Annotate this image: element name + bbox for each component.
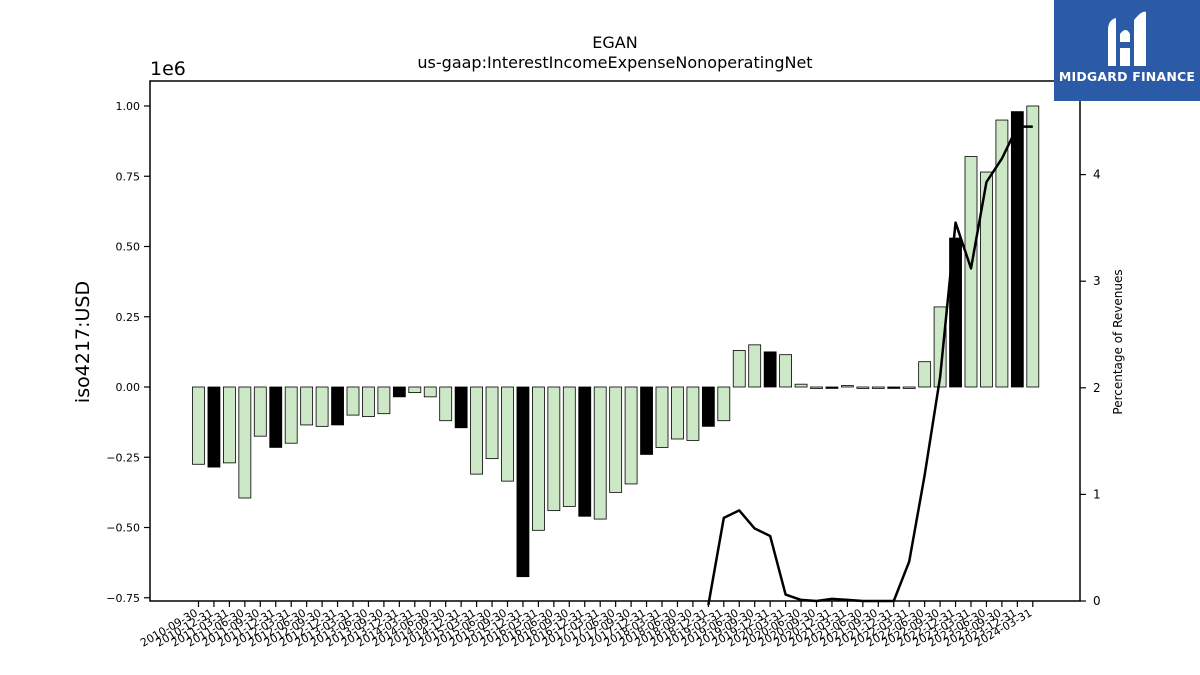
bar [825, 386, 839, 389]
bar [532, 386, 545, 531]
bar [887, 386, 901, 389]
bar [701, 386, 715, 427]
y2-axis-label: Percentage of Revenues [1111, 269, 1125, 414]
bar [377, 386, 391, 415]
bar [392, 386, 406, 398]
y2-tick-label: 1 [1093, 487, 1101, 501]
bar [671, 386, 684, 440]
bar [918, 361, 932, 388]
bar [222, 386, 236, 464]
bar [192, 386, 205, 465]
y2-tick-label: 2 [1093, 381, 1101, 395]
y-axis-multiplier: 1e6 [150, 58, 186, 80]
bar [624, 386, 638, 485]
chart-title: EGAN [592, 33, 637, 52]
bar [423, 386, 437, 398]
bar [315, 386, 329, 427]
bar [933, 306, 947, 388]
bar [346, 386, 360, 416]
bar [439, 386, 453, 422]
bar [609, 386, 623, 493]
bar [593, 386, 607, 520]
y2-tick-label: 4 [1093, 168, 1101, 182]
bar [284, 386, 298, 444]
bar [732, 350, 746, 388]
bar [995, 119, 1009, 388]
midgard-logo-icon [1108, 11, 1146, 66]
bar [686, 386, 700, 441]
bar [871, 386, 885, 389]
bar [949, 237, 962, 388]
y-tick-label: 0.50 [116, 241, 141, 254]
y-tick-label: 0.00 [116, 381, 141, 394]
bar [640, 386, 653, 455]
bar [980, 171, 993, 388]
bar [547, 386, 561, 512]
bar [485, 386, 499, 460]
bar [717, 386, 731, 422]
bar [578, 386, 592, 517]
y-tick-label: −0.25 [106, 451, 140, 464]
y-tick-label: 1.00 [116, 100, 141, 113]
bar [964, 156, 978, 388]
bar [841, 385, 854, 388]
bar [763, 351, 777, 388]
bar [238, 386, 252, 499]
bar [331, 386, 344, 426]
brand-logo: MIDGARD FINANCE [1054, 0, 1200, 101]
bar [655, 386, 669, 448]
y-tick-label: −0.75 [106, 592, 140, 605]
bar [207, 386, 221, 468]
bar [300, 386, 314, 426]
y2-tick-label: 0 [1093, 594, 1101, 608]
y2-tick-label: 3 [1093, 274, 1101, 288]
bar [562, 386, 576, 507]
bar [269, 386, 283, 448]
bar [501, 386, 514, 482]
bar [902, 386, 916, 389]
bar [516, 386, 530, 578]
y-tick-label: 0.25 [116, 311, 141, 324]
bar [362, 386, 375, 417]
bar [1010, 111, 1024, 388]
bar [810, 386, 823, 389]
bar [856, 386, 870, 389]
y-tick-label: 0.75 [116, 170, 141, 183]
bar [408, 386, 422, 394]
brand-name: MIDGARD FINANCE [1058, 69, 1196, 84]
chart-subtitle: us-gaap:InterestIncomeExpenseNonoperatin… [417, 53, 812, 72]
y-axis-label: iso4217:USD [72, 281, 94, 403]
bar [1026, 105, 1040, 388]
bar [794, 383, 808, 388]
bar [470, 386, 484, 475]
bar [253, 386, 267, 437]
plot-frame [149, 80, 1081, 602]
bar [779, 354, 792, 388]
bar [748, 344, 762, 388]
bar [454, 386, 468, 429]
y-tick-label: −0.50 [106, 522, 140, 535]
